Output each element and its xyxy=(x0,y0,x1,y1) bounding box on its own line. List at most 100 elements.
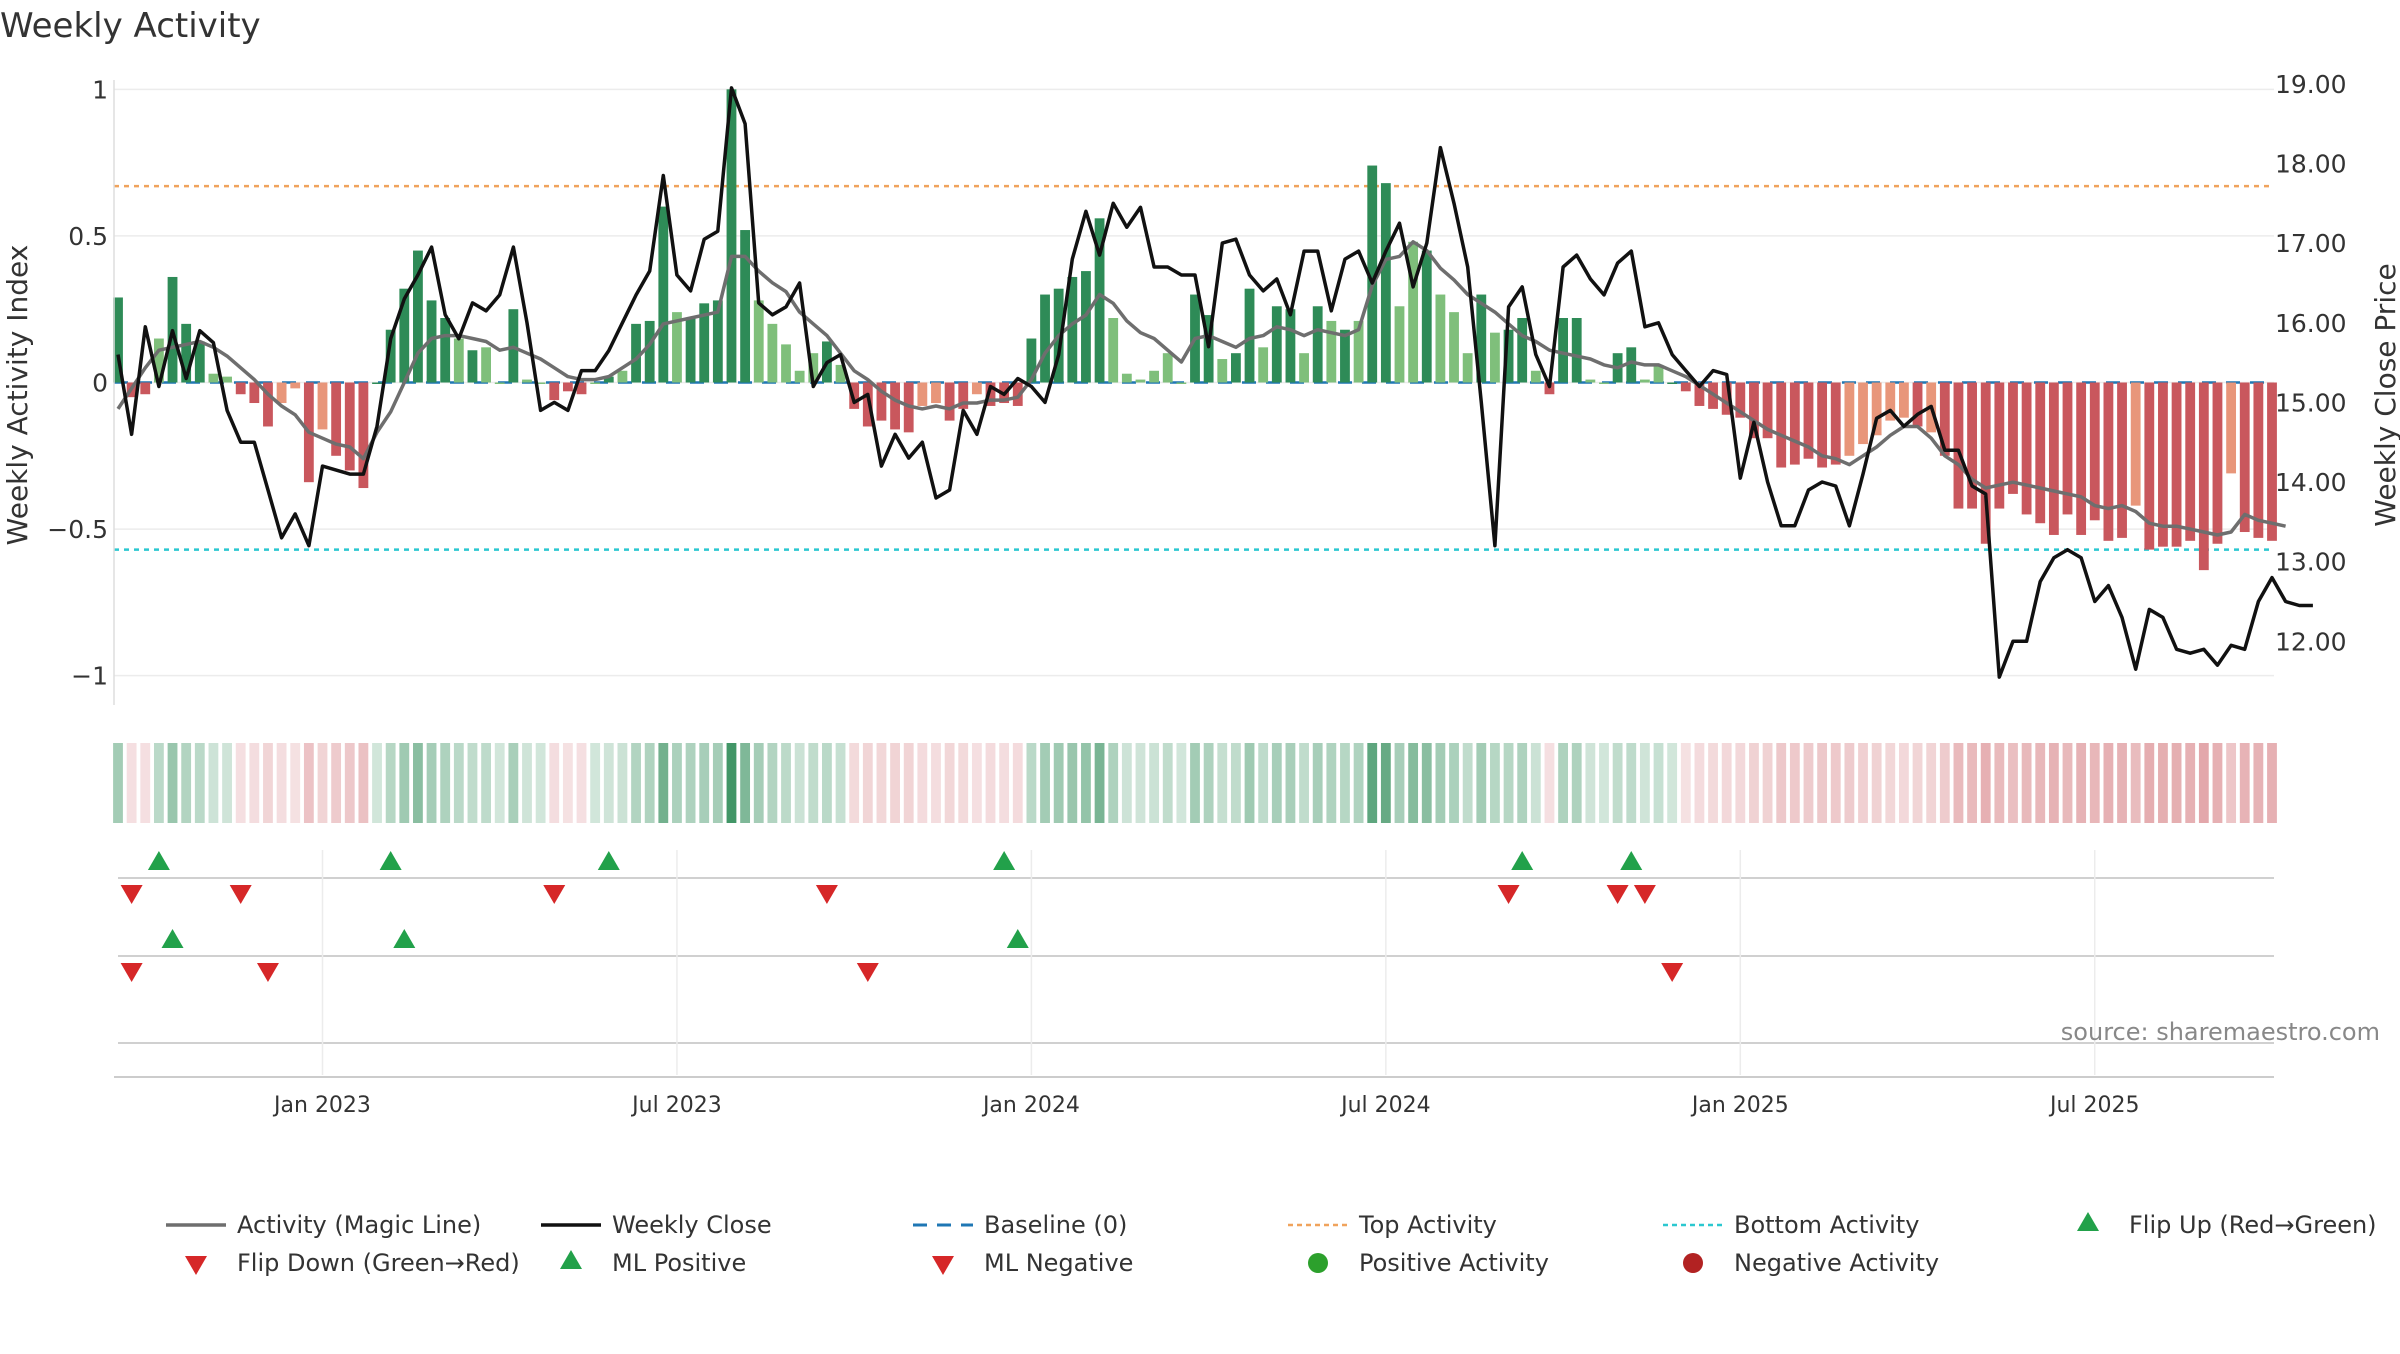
heat-cell xyxy=(1844,743,1855,823)
legend-label: Positive Activity xyxy=(1359,1249,1549,1277)
activity-bar xyxy=(453,338,464,383)
activity-bar xyxy=(1135,379,1146,383)
heat-cell xyxy=(999,743,1010,823)
heat-cell xyxy=(1939,743,1950,823)
heat-cell xyxy=(1667,743,1678,823)
flip-down-marker xyxy=(229,885,252,904)
y-tick-label-right: 15.00 xyxy=(2275,388,2347,417)
heat-cell xyxy=(290,743,301,823)
activity-bar xyxy=(562,382,573,392)
activity-bar xyxy=(631,323,641,383)
x-tick-label: Jan 2023 xyxy=(272,1093,371,1118)
activity-bar xyxy=(1121,373,1132,383)
heat-cell xyxy=(1367,743,1378,823)
activity-bar xyxy=(1517,318,1528,383)
heat-cell xyxy=(808,743,819,823)
heat-cell xyxy=(249,743,260,823)
activity-bar xyxy=(1217,359,1228,383)
activity-bar xyxy=(712,300,723,383)
y-tick-label-right: 13.00 xyxy=(2275,548,2347,577)
y-tick-label-left: −0.5 xyxy=(47,515,108,544)
flip-up-marker xyxy=(379,851,402,870)
heat-cell xyxy=(740,743,751,823)
activity-bar xyxy=(835,364,846,383)
activity-bar xyxy=(1026,338,1037,383)
heat-cell xyxy=(1121,743,1132,823)
activity-bar xyxy=(1653,364,1664,383)
series-lines xyxy=(116,86,2313,679)
activity-bar xyxy=(1340,329,1350,383)
signal-rows xyxy=(118,851,2274,1044)
activity-bar xyxy=(1326,320,1337,383)
heat-cell xyxy=(835,743,846,823)
activity-bar xyxy=(181,323,192,383)
heat-cell xyxy=(194,743,205,823)
activity-bar xyxy=(1558,318,1568,383)
activity-bar xyxy=(2048,382,2059,535)
heat-cell xyxy=(153,743,164,823)
y-axis-label-right: Weekly Close Price xyxy=(2369,263,2400,526)
activity-bar xyxy=(1803,382,1814,459)
heat-cell xyxy=(385,743,396,823)
activity-bar xyxy=(208,373,219,383)
activity-bar xyxy=(535,382,546,384)
activity-bar xyxy=(672,312,682,383)
activity-bar xyxy=(1885,382,1896,421)
heat-cell xyxy=(1408,743,1419,823)
heat-cell xyxy=(1694,743,1705,823)
legend-label: Flip Down (Green→Red) xyxy=(237,1249,520,1277)
activity-bar xyxy=(876,382,887,421)
heat-cell xyxy=(1926,743,1937,823)
activity-bar xyxy=(644,320,655,383)
legend-label: ML Negative xyxy=(984,1249,1133,1277)
legend-label: ML Positive xyxy=(612,1249,746,1277)
heat-cell xyxy=(1190,743,1200,823)
heat-cell xyxy=(2035,743,2046,823)
activity-bar xyxy=(1721,382,1732,415)
activity-bar xyxy=(1353,320,1364,383)
activity-bar xyxy=(1967,382,1977,509)
heat-cell xyxy=(1503,743,1514,823)
y-tick-label-left: 0 xyxy=(92,369,108,398)
activity-bar xyxy=(1639,379,1650,383)
activity-bar xyxy=(985,382,996,406)
heat-cell xyxy=(1340,743,1350,823)
activity-bar xyxy=(2117,382,2127,538)
ml-up-marker xyxy=(1006,929,1029,948)
heat-cell xyxy=(426,743,437,823)
heat-cell xyxy=(1135,743,1146,823)
heat-cell xyxy=(2076,743,2087,823)
activity-bar xyxy=(781,344,791,383)
ml-up-marker xyxy=(393,929,416,948)
heat-cell xyxy=(1462,743,1473,823)
activity-bar xyxy=(1530,370,1541,383)
heat-cell xyxy=(2021,743,2032,823)
heat-cell xyxy=(2267,743,2277,823)
heat-cell xyxy=(494,743,505,823)
y-tick-label-right: 19.00 xyxy=(2275,70,2347,99)
activity-bar xyxy=(590,382,601,384)
heat-cell xyxy=(399,743,410,823)
heat-cell xyxy=(1871,743,1882,823)
y-tick-label-right: 12.00 xyxy=(2275,627,2347,656)
heat-cell xyxy=(440,743,451,823)
x-tick-label: Jul 2024 xyxy=(1339,1093,1431,1118)
activity-bar xyxy=(2035,382,2046,524)
activity-bar xyxy=(1421,250,1432,383)
x-tick-label: Jan 2024 xyxy=(981,1093,1080,1118)
activity-bar xyxy=(1040,294,1050,383)
activity-bar xyxy=(1830,382,1841,465)
heat-cell xyxy=(276,743,287,823)
activity-bar xyxy=(426,300,437,383)
activity-bar xyxy=(2171,382,2182,547)
heat-cell xyxy=(1149,743,1160,823)
activity-bar xyxy=(2158,382,2168,547)
heat-cell xyxy=(944,743,955,823)
heat-cell xyxy=(1912,743,1923,823)
heat-cell xyxy=(849,743,860,823)
heat-cell xyxy=(1012,743,1023,823)
flip-down-marker xyxy=(1606,885,1629,904)
activity-bar xyxy=(753,300,764,383)
heat-cell xyxy=(1053,743,1064,823)
